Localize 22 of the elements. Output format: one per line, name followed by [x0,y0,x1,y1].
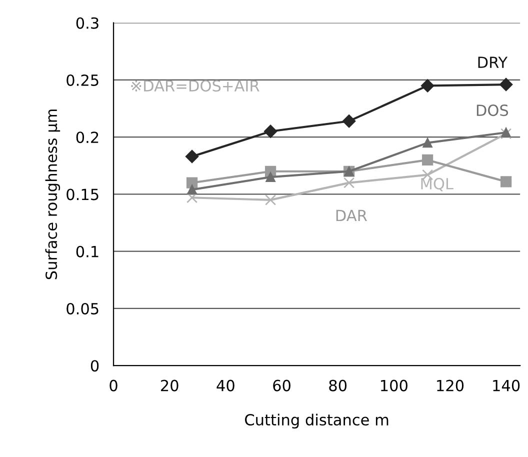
x-axis-title: Cutting distance m [245,414,388,429]
y-axis-title: Surface roughness µm [45,110,60,280]
y-tick-label: 0.25 [66,74,98,86]
y-tick-label: 0.3 [76,17,98,29]
x-tick-label: 40 [216,380,234,392]
series-label: DRY [478,56,508,68]
text: DAR [336,210,368,222]
y-tick-label: 0 [90,360,99,372]
x-tick-label: 0 [110,380,118,392]
x-tick-label: 80 [329,380,347,392]
series-label: DOS [476,104,508,116]
y-tick-label: 0.05 [66,302,98,314]
y-tick-label: 0.15 [66,188,98,200]
y-tick-label: 0.2 [76,132,98,144]
annotation: ※DAR=DOS+AIR [131,80,260,92]
x-tick-label: 60 [273,380,290,392]
y-tick-label: 0.1 [76,246,98,258]
x-tick-label: 100 [381,380,408,392]
x-tick-label: 140 [493,380,520,392]
x-tick-label: 120 [437,380,464,392]
series-label: MQL [421,178,454,192]
x-tick-label: 20 [160,380,178,392]
